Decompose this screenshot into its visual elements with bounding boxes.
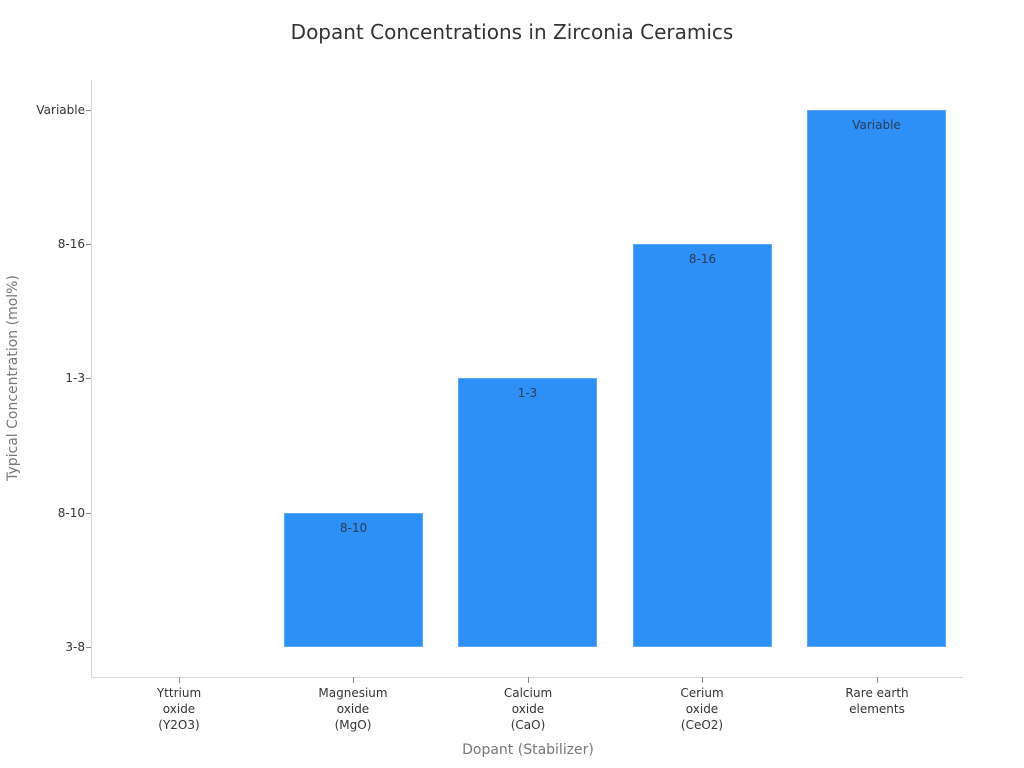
x-tick-mark — [353, 677, 354, 683]
y-tick-mark — [86, 513, 91, 514]
y-tick-label: 1-3 — [65, 371, 85, 385]
x-tick-mark — [877, 677, 878, 683]
x-tick-mark — [702, 677, 703, 683]
y-tick-label: 8-16 — [57, 237, 85, 251]
bar-value-label: 1-3 — [517, 386, 538, 400]
x-tick-mark — [179, 677, 180, 683]
x-tick-label: Calcium oxide (CaO) — [503, 686, 553, 732]
chart-title: Dopant Concentrations in Zirconia Cerami… — [290, 20, 734, 44]
x-tick-label: Cerium oxide (CeO2) — [680, 686, 724, 732]
y-tick-label: Variable — [36, 103, 85, 117]
x-tick-label: Rare earth elements — [845, 686, 909, 716]
y-tick-mark — [86, 110, 91, 111]
y-tick-mark — [86, 378, 91, 379]
y-tick-label: 3-8 — [65, 640, 85, 654]
y-axis-line — [91, 80, 92, 677]
bar: Variable — [807, 110, 946, 647]
bar: 1-3 — [458, 378, 597, 647]
x-axis-line — [91, 677, 963, 678]
y-axis-label: Typical Concentration (mol%) — [5, 275, 21, 481]
x-tick-label: Yttrium oxide (Y2O3) — [156, 686, 202, 732]
y-tick-mark — [86, 244, 91, 245]
bar-value-label: 8-10 — [339, 521, 368, 535]
bar: 8-16 — [633, 244, 772, 647]
x-axis-label: Dopant (Stabilizer) — [462, 742, 594, 758]
x-tick-label: Magnesium oxide (MgO) — [318, 686, 388, 732]
bar: 8-10 — [284, 513, 423, 647]
bar-value-label: Variable — [852, 118, 901, 132]
x-tick-mark — [528, 677, 529, 683]
y-tick-label: 8-10 — [57, 506, 85, 520]
bar-value-label: 8-16 — [688, 252, 717, 266]
y-tick-mark — [86, 647, 91, 648]
